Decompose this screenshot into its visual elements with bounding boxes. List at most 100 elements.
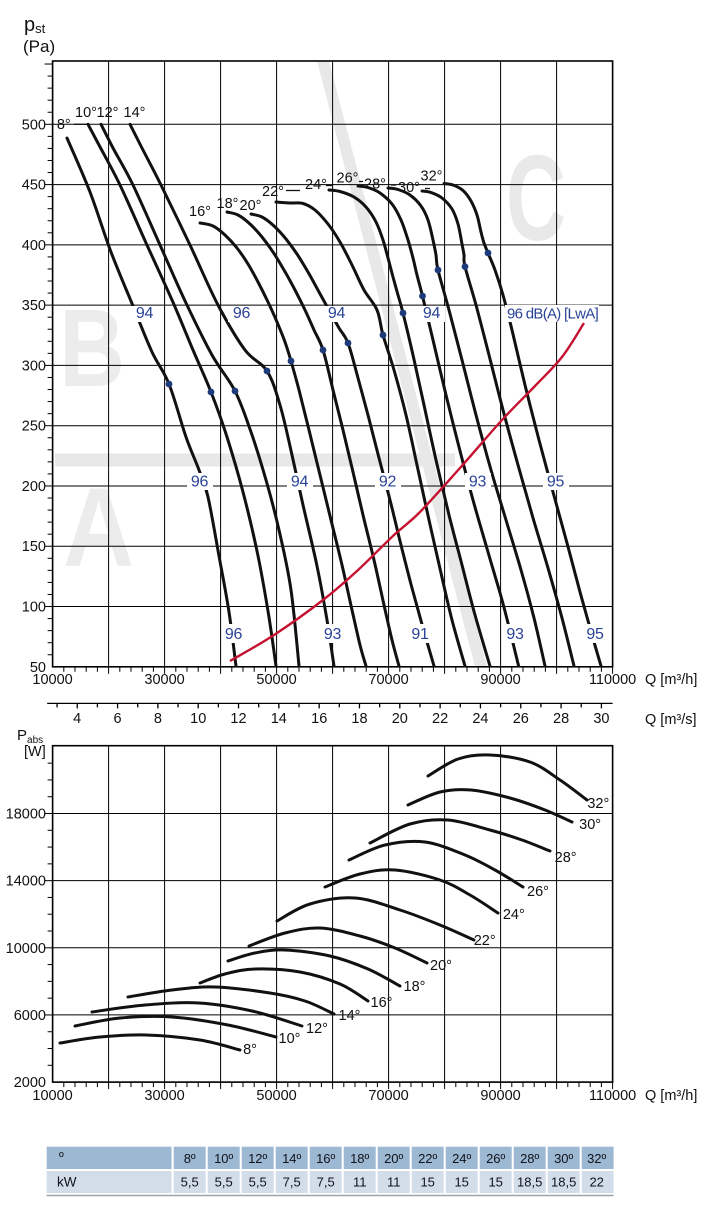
svg-text:16º: 16º (316, 1151, 335, 1166)
svg-text:26º: 26º (486, 1151, 505, 1166)
svg-text:96 dB(A) [LwA]: 96 dB(A) [LwA] (507, 306, 599, 323)
svg-text:12°: 12° (306, 1021, 328, 1037)
svg-text:96: 96 (191, 474, 209, 491)
svg-text:2000: 2000 (14, 1075, 46, 1091)
svg-text:18°: 18° (217, 196, 239, 212)
svg-text:16°: 16° (189, 204, 211, 220)
svg-text:10000: 10000 (6, 941, 46, 957)
svg-text:50000: 50000 (256, 672, 296, 688)
svg-text:28º: 28º (520, 1151, 539, 1166)
svg-text:8º: 8º (184, 1151, 196, 1166)
svg-text:90000: 90000 (480, 672, 520, 688)
svg-text:Q [m³/s]: Q [m³/s] (645, 712, 697, 728)
svg-text:16°: 16° (371, 995, 393, 1011)
svg-text:20º: 20º (384, 1151, 403, 1166)
svg-text:14: 14 (271, 711, 287, 727)
svg-text:C: C (506, 131, 566, 267)
svg-text:32°: 32° (421, 169, 443, 185)
svg-text:93: 93 (324, 626, 342, 643)
svg-text:7,5: 7,5 (317, 1175, 335, 1190)
svg-text:18: 18 (351, 711, 367, 727)
svg-text:10000: 10000 (32, 672, 72, 688)
svg-text:150: 150 (22, 539, 46, 555)
svg-text:91: 91 (411, 626, 429, 643)
svg-text:22: 22 (589, 1175, 603, 1190)
svg-text:24°: 24° (305, 177, 327, 193)
svg-text:12°: 12° (97, 105, 119, 121)
svg-text:30°: 30° (398, 180, 420, 196)
svg-text:10000: 10000 (32, 1088, 72, 1104)
svg-text:5,5: 5,5 (181, 1175, 199, 1190)
svg-text:50: 50 (30, 660, 46, 676)
svg-text:32º: 32º (587, 1151, 606, 1166)
svg-text:96: 96 (233, 305, 251, 322)
svg-text:28°: 28° (364, 177, 386, 193)
svg-text:400: 400 (22, 238, 46, 254)
svg-text:28°: 28° (555, 850, 577, 866)
svg-text:28: 28 (553, 711, 569, 727)
svg-text:8: 8 (154, 711, 162, 727)
svg-text:11: 11 (387, 1175, 401, 1190)
svg-text:6: 6 (114, 711, 122, 727)
svg-text:30000: 30000 (144, 672, 184, 688)
svg-text:26°: 26° (337, 171, 359, 187)
svg-text:93: 93 (506, 626, 524, 643)
svg-text:110000: 110000 (589, 672, 636, 688)
svg-text:30º: 30º (554, 1151, 573, 1166)
svg-text:15: 15 (420, 1175, 434, 1190)
svg-text:94: 94 (136, 305, 154, 322)
svg-text:18º: 18º (350, 1151, 369, 1166)
svg-text:94: 94 (328, 305, 346, 322)
svg-text:350: 350 (22, 298, 46, 314)
svg-text:93: 93 (469, 474, 487, 491)
svg-text:12º: 12º (248, 1151, 267, 1166)
svg-text:10°: 10° (279, 1031, 301, 1047)
svg-text:24º: 24º (452, 1151, 471, 1166)
svg-text:500: 500 (22, 117, 46, 133)
svg-text:4: 4 (73, 711, 81, 727)
svg-text:[W]: [W] (24, 744, 46, 760)
svg-text:110000: 110000 (589, 1088, 636, 1104)
svg-text:20: 20 (392, 711, 408, 727)
svg-text:14°: 14° (339, 1008, 361, 1024)
svg-text:300: 300 (22, 358, 46, 374)
svg-text:100: 100 (22, 600, 46, 616)
svg-text:94: 94 (291, 474, 309, 491)
svg-text:20°: 20° (240, 198, 262, 214)
svg-text:94: 94 (423, 305, 441, 322)
svg-text:22: 22 (432, 711, 448, 727)
svg-text:18000: 18000 (6, 807, 46, 823)
svg-text:º: º (59, 1149, 64, 1164)
svg-text:Q [m³/h]: Q [m³/h] (645, 1088, 697, 1104)
svg-text:14°: 14° (124, 105, 146, 121)
svg-text:22º: 22º (418, 1151, 437, 1166)
svg-text:18,5: 18,5 (551, 1175, 576, 1190)
svg-text:10°: 10° (75, 105, 97, 121)
svg-text:30: 30 (593, 711, 609, 727)
svg-text:20°: 20° (430, 958, 452, 974)
svg-text:24: 24 (472, 711, 488, 727)
svg-text:10º: 10º (214, 1151, 233, 1166)
svg-text:18,5: 18,5 (517, 1175, 542, 1190)
svg-text:30000: 30000 (144, 1088, 184, 1104)
svg-text:22°: 22° (262, 184, 284, 200)
svg-text:30°: 30° (579, 817, 601, 833)
svg-text:5,5: 5,5 (215, 1175, 233, 1190)
svg-text:8°: 8° (57, 117, 71, 133)
svg-text:14000: 14000 (6, 874, 46, 890)
svg-text:5,5: 5,5 (249, 1175, 267, 1190)
svg-text:32°: 32° (587, 796, 609, 812)
svg-text:92: 92 (379, 474, 397, 491)
svg-text:450: 450 (22, 178, 46, 194)
svg-text:Q [m³/h]: Q [m³/h] (645, 672, 697, 688)
svg-text:250: 250 (22, 419, 46, 435)
svg-text:11: 11 (353, 1175, 367, 1190)
svg-text:8°: 8° (243, 1042, 257, 1058)
svg-text:26°: 26° (527, 884, 549, 900)
svg-text:90000: 90000 (480, 1088, 520, 1104)
svg-text:24°: 24° (503, 907, 525, 923)
svg-text:18°: 18° (404, 979, 426, 995)
svg-text:26: 26 (513, 711, 529, 727)
svg-text:7,5: 7,5 (283, 1175, 301, 1190)
svg-text:200: 200 (22, 479, 46, 495)
